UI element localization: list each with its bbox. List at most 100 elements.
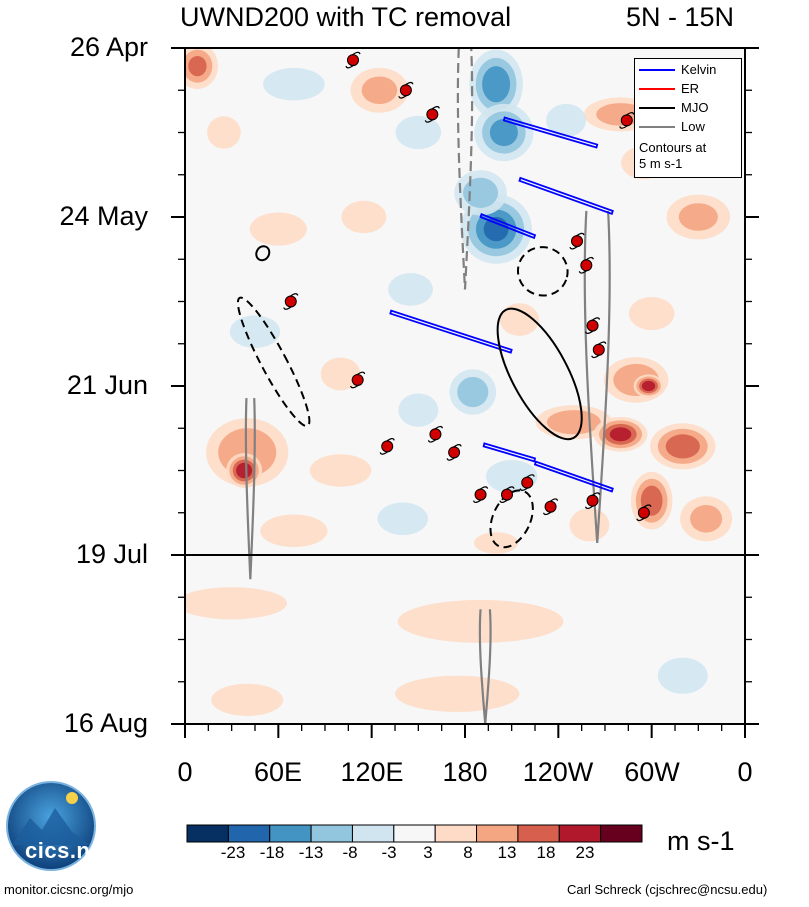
tc-core — [347, 54, 359, 67]
tc-arm — [499, 499, 509, 503]
tc-arm — [591, 492, 601, 497]
tc-core — [501, 488, 513, 501]
tc-arm — [584, 256, 594, 261]
tc-core — [586, 494, 599, 507]
wind-anomaly-region — [690, 504, 723, 533]
tc-arm — [472, 499, 482, 503]
tc-core — [637, 506, 650, 519]
wind-anomaly-region — [249, 212, 307, 246]
tropical-cyclone-icon — [424, 106, 440, 123]
wind-anomaly-region — [609, 427, 632, 442]
tropical-cyclone-icon — [636, 504, 652, 522]
tc-arm — [385, 438, 395, 442]
tropical-cyclone-icon — [379, 438, 395, 455]
legend-swatch — [639, 88, 675, 90]
colorbar-tick-label: -8 — [342, 843, 358, 862]
legend: Kelvin ER MJO Low Contours at 5 m s-1 — [634, 58, 742, 178]
legend-swatch — [639, 126, 675, 128]
tc-arm — [446, 456, 456, 461]
colorbar-tick-label: 8 — [463, 843, 473, 862]
x-tick-label: 0 — [737, 757, 753, 787]
legend-swatch — [639, 107, 675, 109]
tropical-cyclone-icon — [519, 474, 535, 491]
wind-anomaly-region — [489, 118, 518, 147]
tc-arm — [430, 106, 440, 110]
tc-arm — [519, 487, 529, 491]
x-tick-label: 60E — [253, 757, 303, 787]
kelvin-contour — [502, 116, 599, 149]
legend-label: MJO — [681, 100, 709, 115]
wind-anomaly-region — [388, 273, 433, 306]
wind-anomaly-region — [377, 502, 428, 536]
colorbar-units: m s-1 — [667, 826, 735, 856]
tc-arm — [569, 245, 579, 250]
tc-core — [592, 343, 605, 356]
logo-text: cics.nc — [25, 838, 104, 863]
mjo-contour — [489, 489, 534, 549]
kelvin-contour — [389, 309, 513, 354]
wind-anomaly-region — [309, 454, 372, 487]
mjo-contour — [255, 245, 271, 262]
tropical-cyclone-icon — [472, 486, 489, 503]
kelvin-contour — [482, 442, 537, 463]
y-tick-label: 26 Apr — [69, 32, 148, 62]
tc-arm — [427, 438, 437, 443]
colorbar-tick-label: 23 — [575, 843, 595, 862]
wind-anomaly-region — [236, 462, 253, 479]
legend-note-line: 5 m s-1 — [639, 156, 683, 171]
wind-anomaly-region — [361, 76, 398, 105]
tc-arm — [578, 269, 588, 274]
mjo-contour — [236, 296, 311, 428]
tc-arm — [345, 64, 355, 69]
colorbar-swatch — [269, 824, 312, 843]
legend-label: ER — [681, 81, 700, 96]
tropical-cyclone-icon — [578, 256, 594, 274]
wind-field — [185, 48, 733, 716]
tc-arm — [584, 330, 594, 334]
wind-anomaly-region — [185, 587, 287, 620]
wind-anomaly-region — [473, 532, 519, 554]
low-contour — [583, 210, 611, 544]
kelvin-contour — [518, 176, 614, 215]
tc-core — [429, 428, 442, 441]
tropical-cyclone-layer — [283, 51, 652, 522]
wind-anomaly-region — [569, 508, 610, 542]
tropical-cyclone-icon — [345, 51, 361, 69]
tc-arm — [350, 384, 360, 389]
colorbar-tick-label: -13 — [298, 843, 324, 862]
colorbar-swatch — [186, 824, 229, 843]
tc-arm — [289, 293, 299, 297]
wind-anomaly-region — [188, 55, 207, 77]
tc-arm — [404, 81, 414, 86]
y-tick-label: 24 May — [59, 201, 148, 231]
tc-core — [426, 108, 439, 121]
axis-ticks — [171, 47, 759, 738]
tc-arm — [505, 486, 515, 491]
x-tick-label: 120W — [522, 757, 594, 787]
tc-arm — [642, 504, 652, 509]
legend-label: Low — [681, 119, 705, 134]
tropical-cyclone-icon — [446, 444, 462, 461]
tc-arm — [619, 124, 629, 129]
colorbar-tick-label: 13 — [497, 843, 517, 862]
tc-arm — [591, 354, 601, 359]
colorbar-swatch — [310, 824, 353, 843]
colorbar-swatch — [227, 824, 271, 843]
wind-anomaly-region — [482, 66, 511, 103]
x-tick-label: 0 — [177, 757, 193, 787]
colorbar-swatch — [434, 824, 478, 843]
wind-anomaly-region — [546, 103, 587, 138]
legend-label: Kelvin — [681, 62, 717, 77]
x-tick-label: 120E — [340, 757, 404, 787]
tropical-cyclone-icon — [542, 498, 559, 516]
footer-url: monitor.cicsnc.org/mjo — [4, 882, 134, 897]
chart-title: UWND200 with TC removal — [180, 2, 512, 32]
wind-anomaly-region — [229, 315, 281, 348]
kelvin-contour — [533, 460, 614, 493]
footer-credit: Carl Schreck (cjschrec@ncsu.edu) — [567, 882, 768, 897]
y-tick-label: 21 Jun — [66, 370, 148, 400]
tc-arm — [575, 232, 585, 237]
x-tick-label: 60W — [624, 757, 680, 787]
wind-anomaly-region — [211, 683, 284, 716]
legend-note-line: Contours at — [639, 140, 707, 155]
